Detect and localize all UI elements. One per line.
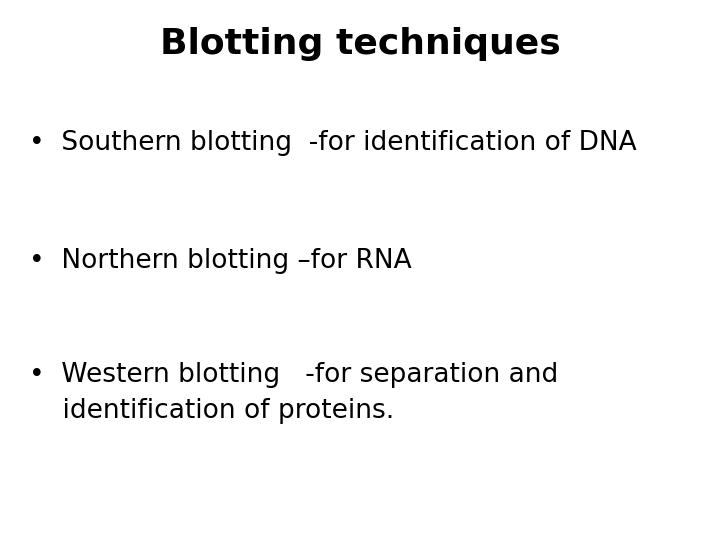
Text: •  Western blotting   -for separation and
    identification of proteins.: • Western blotting -for separation and i…	[29, 362, 558, 424]
Text: Blotting techniques: Blotting techniques	[160, 27, 560, 61]
Text: •  Northern blotting –for RNA: • Northern blotting –for RNA	[29, 248, 411, 274]
Text: •  Southern blotting  -for identification of DNA: • Southern blotting -for identification …	[29, 130, 636, 156]
